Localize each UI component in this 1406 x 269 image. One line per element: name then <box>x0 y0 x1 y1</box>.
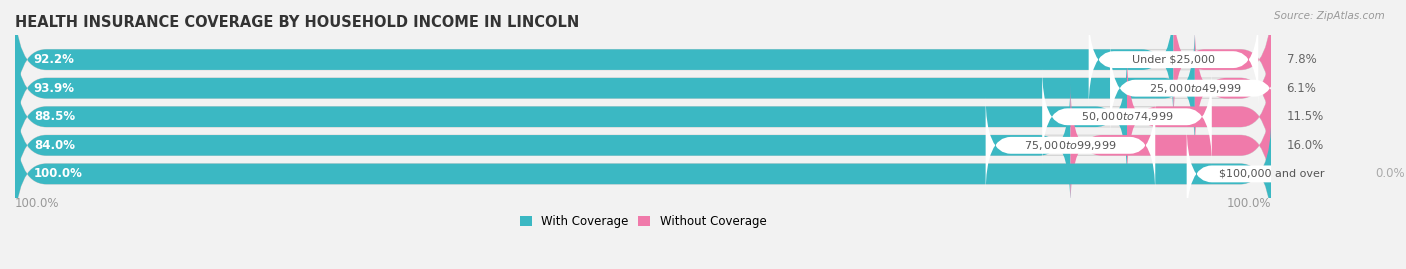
FancyBboxPatch shape <box>15 56 1128 178</box>
Text: HEALTH INSURANCE COVERAGE BY HOUSEHOLD INCOME IN LINCOLN: HEALTH INSURANCE COVERAGE BY HOUSEHOLD I… <box>15 15 579 30</box>
FancyBboxPatch shape <box>15 27 1271 149</box>
Text: 88.5%: 88.5% <box>34 110 75 123</box>
FancyBboxPatch shape <box>15 113 1271 235</box>
FancyBboxPatch shape <box>1042 68 1212 165</box>
Text: $50,000 to $74,999: $50,000 to $74,999 <box>1081 110 1173 123</box>
Text: $100,000 and over: $100,000 and over <box>1219 169 1324 179</box>
FancyBboxPatch shape <box>15 56 1271 178</box>
Text: $25,000 to $49,999: $25,000 to $49,999 <box>1149 82 1241 95</box>
FancyBboxPatch shape <box>1174 0 1271 121</box>
FancyBboxPatch shape <box>15 84 1070 207</box>
Text: 11.5%: 11.5% <box>1286 110 1324 123</box>
FancyBboxPatch shape <box>986 97 1156 194</box>
Text: 100.0%: 100.0% <box>15 197 59 210</box>
Text: 100.0%: 100.0% <box>1227 197 1271 210</box>
FancyBboxPatch shape <box>15 113 1271 235</box>
Text: 93.9%: 93.9% <box>34 82 75 95</box>
FancyBboxPatch shape <box>1195 27 1271 149</box>
FancyBboxPatch shape <box>15 27 1195 149</box>
Legend: With Coverage, Without Coverage: With Coverage, Without Coverage <box>520 215 766 228</box>
Text: $75,000 to $99,999: $75,000 to $99,999 <box>1024 139 1116 152</box>
Text: 16.0%: 16.0% <box>1286 139 1324 152</box>
Text: 100.0%: 100.0% <box>34 167 83 180</box>
FancyBboxPatch shape <box>1187 125 1357 223</box>
FancyBboxPatch shape <box>15 84 1271 207</box>
Text: Under $25,000: Under $25,000 <box>1132 55 1215 65</box>
FancyBboxPatch shape <box>15 0 1271 121</box>
Text: 92.2%: 92.2% <box>34 53 75 66</box>
FancyBboxPatch shape <box>1128 56 1271 178</box>
FancyBboxPatch shape <box>15 0 1174 121</box>
Text: 6.1%: 6.1% <box>1286 82 1316 95</box>
FancyBboxPatch shape <box>1109 40 1279 137</box>
Text: 84.0%: 84.0% <box>34 139 75 152</box>
Text: 7.8%: 7.8% <box>1286 53 1316 66</box>
FancyBboxPatch shape <box>1070 84 1271 207</box>
Text: 0.0%: 0.0% <box>1375 167 1405 180</box>
Text: Source: ZipAtlas.com: Source: ZipAtlas.com <box>1274 11 1385 21</box>
FancyBboxPatch shape <box>1088 11 1258 108</box>
